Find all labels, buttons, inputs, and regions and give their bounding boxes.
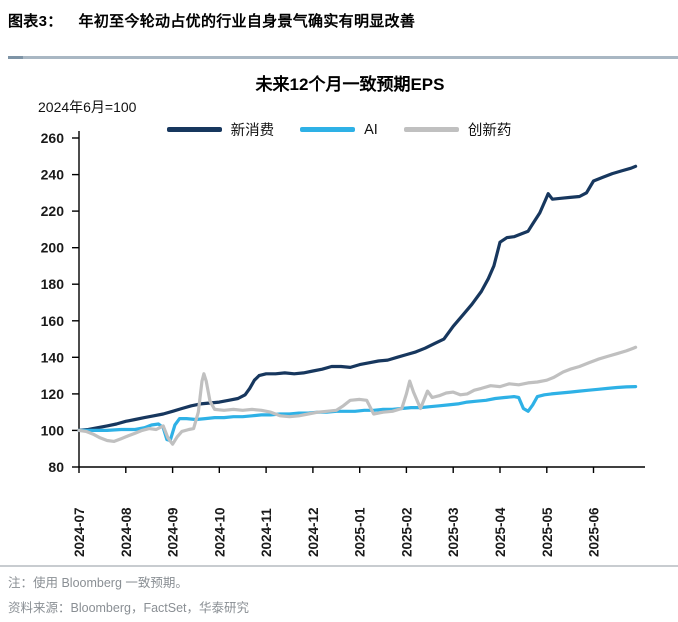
svg-text:2025-03: 2025-03 bbox=[446, 507, 461, 557]
figure-title: 年初至今轮动占优的行业自身景气确实有明显改善 bbox=[78, 13, 416, 30]
svg-text:2024-09: 2024-09 bbox=[166, 507, 181, 557]
legend-swatch-innovative-drug bbox=[403, 127, 459, 132]
legend-label-innovative-drug: 创新药 bbox=[467, 123, 512, 139]
header-divider-tip bbox=[8, 56, 23, 59]
chart-title: 未来12个月一致预期EPS bbox=[255, 75, 445, 94]
legend-item-ai: AI bbox=[300, 122, 378, 138]
svg-text:2024-08: 2024-08 bbox=[119, 507, 134, 557]
svg-text:180: 180 bbox=[41, 276, 65, 292]
svg-text:2024-12: 2024-12 bbox=[306, 507, 321, 557]
header-divider bbox=[8, 56, 678, 59]
svg-text:2024-10: 2024-10 bbox=[212, 507, 227, 557]
svg-text:2025-04: 2025-04 bbox=[493, 507, 508, 557]
svg-text:100: 100 bbox=[41, 422, 65, 438]
svg-text:2025-01: 2025-01 bbox=[353, 507, 368, 557]
svg-text:200: 200 bbox=[41, 240, 65, 256]
svg-text:2025-05: 2025-05 bbox=[540, 507, 555, 557]
svg-text:160: 160 bbox=[41, 313, 65, 329]
svg-text:140: 140 bbox=[41, 349, 65, 365]
legend-label-ai: AI bbox=[364, 121, 378, 138]
figure-number: 图表3： bbox=[8, 13, 63, 30]
svg-text:240: 240 bbox=[41, 167, 65, 183]
line-chart-plot: 80 100 120 140 160 180 200 220 240 260 2024-07 2024… bbox=[41, 130, 645, 557]
legend-label-new-consumption: 新消费 bbox=[230, 123, 275, 139]
legend-swatch-new-consumption bbox=[166, 127, 222, 132]
legend-swatch-ai bbox=[300, 127, 356, 132]
legend-item-new-consumption: 新消费 bbox=[166, 119, 275, 140]
figure-caption: 图表3： 年初至今轮动占优的行业自身景气确实有明显改善 bbox=[8, 10, 670, 31]
svg-text:2025-02: 2025-02 bbox=[399, 507, 414, 557]
svg-text:220: 220 bbox=[41, 203, 65, 219]
legend-item-innovative-drug: 创新药 bbox=[403, 119, 512, 140]
svg-text:2024-07: 2024-07 bbox=[72, 507, 87, 557]
svg-text:2024-11: 2024-11 bbox=[259, 508, 274, 557]
footnote-divider bbox=[0, 565, 678, 567]
svg-text:2025-06: 2025-06 bbox=[587, 507, 602, 557]
chart-index-note: 2024年6月=100 bbox=[38, 99, 137, 115]
legend: 新消费 AI 创新药 bbox=[0, 119, 678, 140]
svg-text:80: 80 bbox=[48, 459, 64, 475]
svg-text:260: 260 bbox=[41, 130, 65, 146]
chart-note: 注：使用 Bloomberg 一致预期。 bbox=[8, 576, 188, 590]
chart-source: 资料来源：Bloomberg，FactSet，华泰研究 bbox=[8, 601, 250, 615]
svg-text:120: 120 bbox=[41, 386, 65, 402]
